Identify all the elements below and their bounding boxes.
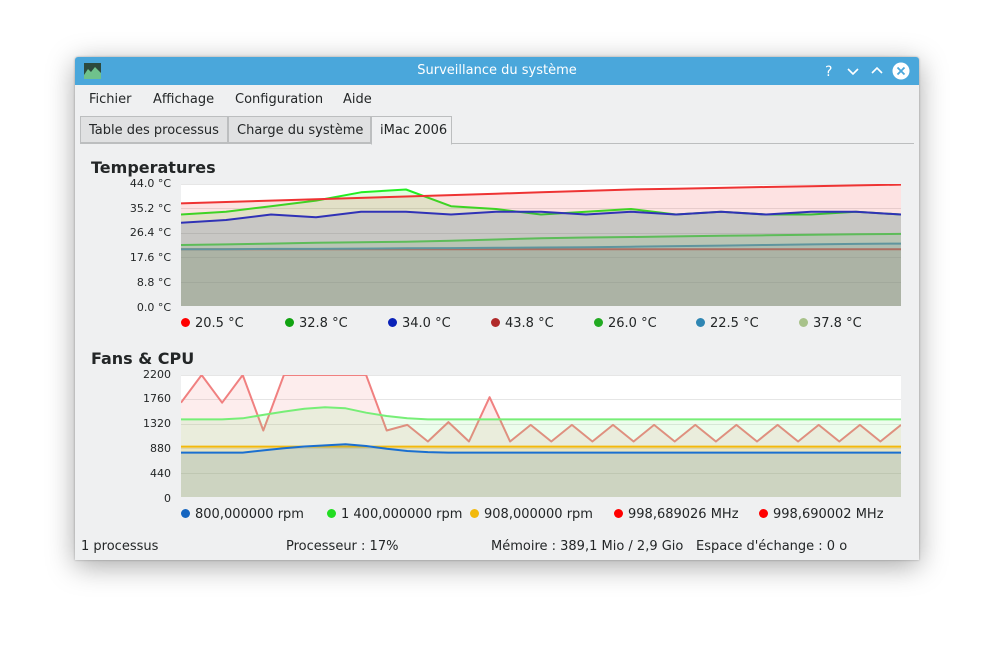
series-line bbox=[181, 406, 901, 421]
legend-item: 32.8 °C bbox=[285, 316, 348, 331]
legend-dot-icon bbox=[470, 509, 479, 518]
status-memory: Mémoire : 389,1 Mio / 2,9 Gio bbox=[491, 539, 684, 554]
status-processes: 1 processus bbox=[81, 539, 159, 554]
temp-ytick: 17.6 °C bbox=[129, 251, 171, 264]
series-area bbox=[181, 189, 901, 306]
legend-dot-icon bbox=[181, 509, 190, 518]
series-line bbox=[181, 210, 901, 224]
series-area bbox=[181, 375, 901, 497]
series-area bbox=[181, 211, 901, 306]
chevron-down-icon bbox=[847, 68, 859, 76]
tab-divider bbox=[80, 143, 914, 144]
fans-cpu-chart bbox=[181, 375, 901, 497]
series-area bbox=[181, 249, 901, 306]
app-icon bbox=[84, 63, 101, 79]
series-area bbox=[181, 446, 901, 497]
legend-label: 32.8 °C bbox=[299, 316, 348, 331]
chevron-up-icon bbox=[871, 66, 883, 74]
series-line bbox=[181, 232, 901, 246]
legend-label: 43.8 °C bbox=[505, 316, 554, 331]
legend-dot-icon bbox=[388, 318, 397, 327]
series-area bbox=[181, 184, 901, 306]
series-line bbox=[181, 184, 901, 205]
temp-ytick: 26.4 °C bbox=[129, 226, 171, 239]
fans-ytick: 2200 bbox=[143, 368, 171, 381]
series-line bbox=[181, 375, 901, 443]
legend-label: 1 400,000000 rpm bbox=[341, 507, 463, 522]
series-line bbox=[181, 443, 901, 454]
legend-item: 37.8 °C bbox=[799, 316, 862, 331]
legend-dot-icon bbox=[491, 318, 500, 327]
menu-fichier[interactable]: Fichier bbox=[89, 92, 132, 107]
legend-item: 20.5 °C bbox=[181, 316, 244, 331]
tab-process-table[interactable]: Table des processus bbox=[80, 116, 228, 143]
fans-cpu-plot bbox=[181, 375, 901, 497]
tab-imac-2006[interactable]: iMac 2006 bbox=[371, 116, 452, 145]
legend-dot-icon bbox=[614, 509, 623, 518]
legend-item: 908,000000 rpm bbox=[470, 507, 593, 522]
temperatures-chart bbox=[181, 184, 901, 306]
legend-item: 800,000000 rpm bbox=[181, 507, 304, 522]
fans-ytick: 440 bbox=[150, 467, 171, 480]
fans-cpu-title: Fans & CPU bbox=[91, 349, 195, 368]
help-icon: ? bbox=[825, 64, 832, 80]
tab-system-load[interactable]: Charge du système bbox=[228, 116, 371, 143]
legend-label: 34.0 °C bbox=[402, 316, 451, 331]
temp-ytick: 35.2 °C bbox=[129, 202, 171, 215]
legend-item: 22.5 °C bbox=[696, 316, 759, 331]
legend-dot-icon bbox=[285, 318, 294, 327]
system-monitor-window: Surveillance du système ? Fichier Affich… bbox=[75, 57, 919, 560]
legend-dot-icon bbox=[181, 318, 190, 327]
status-cpu: Processeur : 17% bbox=[286, 539, 399, 554]
temperatures-plot bbox=[181, 184, 901, 306]
legend-dot-icon bbox=[696, 318, 705, 327]
series-line bbox=[181, 242, 901, 251]
legend-item: 998,689026 MHz bbox=[614, 507, 739, 522]
legend-label: 26.0 °C bbox=[608, 316, 657, 331]
legend-item: 26.0 °C bbox=[594, 316, 657, 331]
legend-dot-icon bbox=[759, 509, 768, 518]
temp-ytick: 8.8 °C bbox=[136, 276, 171, 289]
maximize-button[interactable] bbox=[868, 62, 886, 80]
legend-label: 998,690002 MHz bbox=[773, 507, 884, 522]
series-area bbox=[181, 444, 901, 497]
legend-label: 998,689026 MHz bbox=[628, 507, 739, 522]
fans-ytick: 1320 bbox=[143, 417, 171, 430]
legend-label: 22.5 °C bbox=[710, 316, 759, 331]
help-button[interactable]: ? bbox=[820, 62, 838, 80]
menu-aide[interactable]: Aide bbox=[343, 92, 372, 107]
fans-ytick: 880 bbox=[150, 442, 171, 455]
legend-dot-icon bbox=[327, 509, 336, 518]
fans-ytick: 1760 bbox=[143, 392, 171, 405]
fans-ytick: 0 bbox=[164, 492, 171, 505]
legend-item: 43.8 °C bbox=[491, 316, 554, 331]
series-area bbox=[181, 233, 901, 306]
legend-dot-icon bbox=[799, 318, 808, 327]
menu-bar: Fichier Affichage Configuration Aide bbox=[75, 85, 919, 113]
title-bar[interactable]: Surveillance du système ? bbox=[75, 57, 919, 85]
close-icon bbox=[892, 62, 910, 80]
temperatures-title: Temperatures bbox=[91, 158, 216, 177]
menu-affichage[interactable]: Affichage bbox=[153, 92, 215, 107]
status-swap: Espace d'échange : 0 o bbox=[696, 539, 848, 554]
legend-label: 20.5 °C bbox=[195, 316, 244, 331]
legend-item: 998,690002 MHz bbox=[759, 507, 884, 522]
menu-configuration[interactable]: Configuration bbox=[235, 92, 324, 107]
svg-text:?: ? bbox=[825, 64, 832, 80]
series-area bbox=[181, 243, 901, 306]
legend-dot-icon bbox=[594, 318, 603, 327]
window-title: Surveillance du système bbox=[417, 63, 577, 78]
legend-label: 37.8 °C bbox=[813, 316, 862, 331]
legend-item: 1 400,000000 rpm bbox=[327, 507, 462, 522]
close-button[interactable] bbox=[892, 62, 910, 80]
legend-label: 908,000000 rpm bbox=[484, 507, 593, 522]
legend-label: 800,000000 rpm bbox=[195, 507, 304, 522]
minimize-button[interactable] bbox=[844, 62, 862, 80]
temp-ytick: 0.0 °C bbox=[136, 301, 171, 314]
legend-item: 34.0 °C bbox=[388, 316, 451, 331]
temp-ytick: 44.0 °C bbox=[129, 177, 171, 190]
